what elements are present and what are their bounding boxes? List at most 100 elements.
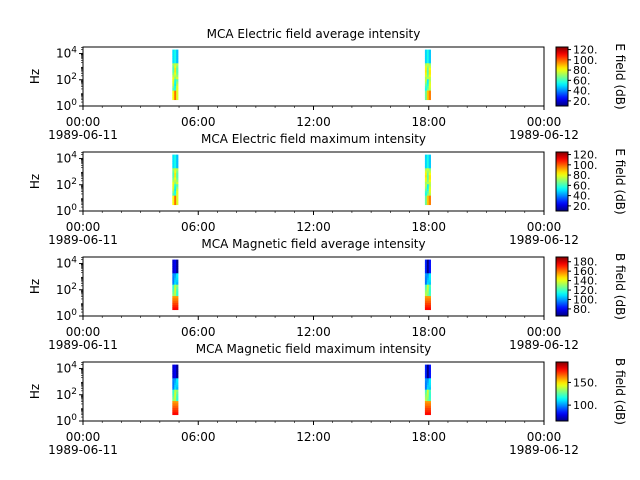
spectrogram-cell <box>176 275 179 279</box>
spectrogram-cell <box>176 61 179 64</box>
spectrogram-cell <box>174 300 177 304</box>
spectrogram-cell <box>176 81 179 85</box>
spectrogram-cell <box>426 195 430 199</box>
spectrogram-cell <box>426 163 430 167</box>
spectrogram-cell <box>174 394 177 397</box>
spectrogram-cell <box>426 389 430 393</box>
spectrogram-cell <box>176 300 179 304</box>
spectrogram-cell <box>174 401 177 404</box>
spectrogram-cell <box>172 181 175 185</box>
spectrogram-cell <box>172 271 175 274</box>
spectrogram-cell <box>428 54 431 57</box>
spectrogram-cell <box>176 58 179 62</box>
spectrogram-cell <box>428 385 431 388</box>
spectrogram-cell <box>426 56 430 60</box>
spectrogram-cell <box>426 79 430 82</box>
spectrogram-block-1 <box>172 49 179 101</box>
spectrogram-cell <box>174 268 177 272</box>
spectrogram-cell <box>426 405 430 409</box>
x-tick-label: 06:00 <box>181 430 216 444</box>
y-tick-label: 100 <box>56 308 77 323</box>
x-date-label-end: 1989-06-12 <box>509 443 579 457</box>
x-date-label-start: 1989-06-11 <box>48 128 118 142</box>
spectrogram-cell <box>424 74 428 78</box>
spectrogram-cell <box>424 159 428 162</box>
colorbar-gradient <box>555 256 569 317</box>
spectrogram-cell <box>424 391 428 395</box>
spectrogram-cell <box>172 63 175 66</box>
spectrogram-cell <box>426 376 430 379</box>
x-tick-label: 00:00 <box>527 220 562 234</box>
spectrogram-cell <box>176 380 179 384</box>
spectrogram-cell <box>172 72 175 75</box>
spectrogram-cell <box>174 156 177 160</box>
spectrogram-cell <box>424 175 428 178</box>
spectrogram-cell <box>176 291 179 295</box>
spectrogram-cell <box>424 177 428 180</box>
spectrogram-cell <box>424 83 428 87</box>
spectrogram-cell <box>428 83 431 87</box>
spectrogram-cell <box>428 79 431 82</box>
spectrogram-cell <box>424 382 428 386</box>
spectrogram-cell <box>426 289 430 292</box>
y-axis-label: Hz <box>28 174 42 189</box>
y-tick-label: 104 <box>56 256 77 271</box>
spectrogram-cell <box>424 156 428 160</box>
spectrogram-cell <box>174 271 177 274</box>
spectrogram-cell <box>172 373 175 377</box>
colorbar-tick-label: 150. <box>573 376 598 389</box>
colorbar-tick-label: 100. <box>573 399 598 412</box>
spectrogram-cell <box>172 305 175 308</box>
spectrogram-cell <box>176 261 179 265</box>
spectrogram-cell <box>426 49 430 53</box>
spectrogram-cell <box>426 286 430 290</box>
x-tick-label: 12:00 <box>296 430 331 444</box>
spectrogram-cell <box>176 385 179 388</box>
spectrogram-cell <box>424 410 428 413</box>
spectrogram-cell <box>426 280 430 283</box>
spectrogram-cell <box>426 191 430 194</box>
spectrogram-cell <box>172 371 175 375</box>
spectrogram-cell <box>172 389 175 393</box>
spectrogram-cell <box>176 378 179 381</box>
x-tick-label: 00:00 <box>66 430 101 444</box>
spectrogram-cell <box>424 61 428 64</box>
colorbar-tick-label: 40. <box>573 85 591 98</box>
spectrogram-cell <box>176 188 179 192</box>
spectrogram-cell <box>176 401 179 404</box>
spectrogram-cell <box>428 166 431 169</box>
colorbar-tick-label: 100. <box>573 54 598 67</box>
spectrogram-cell <box>426 293 430 297</box>
x-date-label-end: 1989-06-12 <box>509 233 579 247</box>
spectrogram-cell <box>174 83 177 87</box>
spectrogram-cell <box>174 382 177 386</box>
spectrogram-cell <box>426 177 430 180</box>
spectrogram-cell <box>176 293 179 297</box>
spectrogram-cell <box>424 389 428 393</box>
spectrogram-cell <box>176 398 179 402</box>
spectrogram-cell <box>172 200 175 203</box>
spectrogram-cell <box>424 51 428 55</box>
spectrogram-cell <box>174 376 177 379</box>
spectrogram-cell <box>426 172 430 176</box>
spectrogram-cell <box>426 154 430 158</box>
spectrogram-cell <box>172 170 175 174</box>
spectrogram-cell <box>424 72 428 75</box>
spectrogram-cell <box>424 366 428 370</box>
spectrogram-cell <box>424 79 428 82</box>
spectrogram-cell <box>424 302 428 306</box>
spectrogram-cell <box>426 261 430 265</box>
spectrogram-cell <box>424 371 428 375</box>
spectrogram-cell <box>428 161 431 165</box>
spectrogram-cell <box>176 282 179 285</box>
spectrogram-cell <box>176 403 179 406</box>
spectrogram-cell <box>426 373 430 377</box>
spectrogram-cell <box>174 67 177 71</box>
spectrogram-cell <box>424 172 428 176</box>
spectrogram-cell <box>428 389 431 393</box>
spectrogram-cell <box>176 54 179 57</box>
spectrogram-cell <box>172 95 175 98</box>
spectrogram-cell <box>176 259 179 263</box>
spectrogram-cell <box>172 156 175 160</box>
